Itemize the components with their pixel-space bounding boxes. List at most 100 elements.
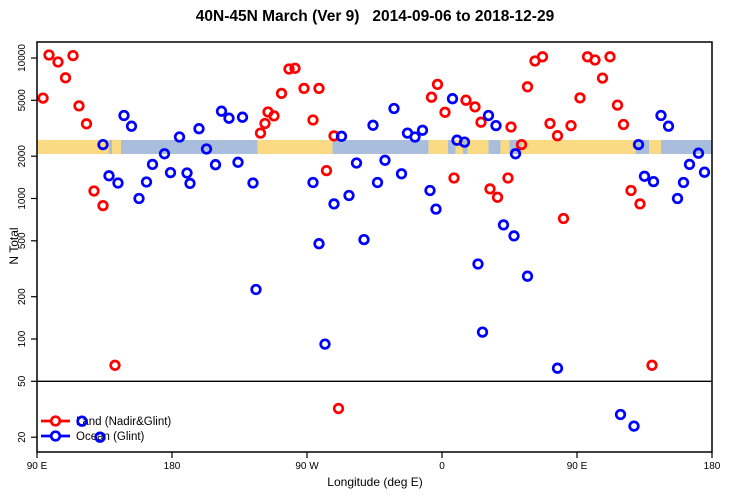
data-point-ocean [112, 177, 124, 189]
y-tick-label: 10000 [17, 44, 28, 72]
data-point-ocean [358, 233, 370, 246]
data-point-land [97, 199, 109, 212]
data-point-ocean [247, 177, 259, 189]
data-point-ocean [638, 170, 651, 182]
data-point-ocean [146, 158, 159, 171]
data-point-land [59, 72, 72, 84]
data-point-land [551, 130, 564, 142]
data-point-land [268, 110, 280, 122]
data-point-ocean [328, 198, 340, 210]
data-point-ocean [236, 111, 249, 123]
legend-label: Ocean (Glint) [76, 431, 145, 443]
data-point-ocean [430, 203, 442, 215]
y-tick-label: 2000 [17, 145, 28, 168]
data-point-ocean [209, 159, 222, 171]
data-point-ocean [232, 156, 244, 168]
data-point-land [320, 164, 333, 177]
data-point-ocean [215, 105, 228, 117]
data-point-ocean [409, 131, 421, 143]
data-point-ocean [350, 157, 363, 169]
data-point-ocean [313, 238, 325, 250]
data-point-ocean [76, 415, 88, 427]
data-point-land [475, 116, 487, 128]
data-point-land [617, 118, 630, 131]
data-point-land [109, 359, 121, 371]
data-point-land [425, 91, 438, 103]
data-point-ocean [103, 170, 115, 182]
data-point-ocean [193, 123, 205, 135]
data-point-ocean [307, 176, 319, 189]
data-point-ocean [181, 167, 193, 179]
data-point-ocean [250, 283, 262, 296]
data-point-land [298, 82, 310, 95]
data-point-land [460, 94, 472, 106]
data-point-ocean [551, 362, 564, 374]
y-tick-label: 1000 [17, 187, 28, 210]
data-point-land [283, 63, 295, 75]
data-point-land [67, 49, 79, 62]
map-strip-land-segment [455, 139, 463, 154]
data-point-land [574, 92, 586, 104]
legend-marker [49, 430, 62, 442]
y-tick-label: 20 [17, 431, 28, 443]
data-point-land [491, 191, 504, 203]
data-point-ocean [416, 124, 429, 136]
data-point-land [259, 117, 271, 130]
data-point-ocean [671, 192, 684, 205]
data-point-land [332, 402, 345, 415]
legend-label: Land (Nadir&Glint) [76, 416, 171, 428]
y-tick-label: 50 [17, 375, 28, 387]
data-point-land [557, 212, 570, 225]
data-point-ocean [508, 230, 520, 242]
data-point-ocean [614, 408, 627, 421]
data-point-ocean [497, 219, 510, 231]
data-point-ocean [446, 93, 459, 105]
data-point-land [289, 62, 301, 74]
x-tick-label: 90 W [295, 461, 319, 472]
chart-title: 40N-45N March (Ver 9) 2014-09-06 to 2018… [195, 8, 555, 25]
data-point-ocean [698, 166, 711, 178]
data-point-ocean [133, 192, 145, 205]
data-point-ocean [647, 175, 660, 188]
data-point-ocean [379, 154, 391, 166]
data-point-land [80, 118, 93, 130]
x-tick-label: 180 [704, 461, 721, 472]
data-point-ocean [424, 184, 436, 197]
data-point-ocean [472, 258, 484, 270]
legend-marker [49, 415, 62, 427]
data-point-land [73, 100, 85, 112]
data-point-land [448, 172, 460, 184]
data-point-land [536, 51, 549, 63]
data-point-ocean [335, 130, 348, 142]
data-point-land [484, 183, 496, 195]
data-point-land [469, 101, 481, 113]
map-strip-land-segment [37, 139, 109, 154]
x-tick-label: 90 E [567, 461, 588, 472]
map-strip-land-segment [112, 139, 121, 154]
data-point-land [431, 78, 444, 91]
data-point-land [634, 198, 646, 210]
data-point-land [43, 49, 55, 61]
map-strip-land-segment [649, 139, 661, 154]
data-point-ocean [388, 102, 400, 115]
data-point-ocean [662, 120, 675, 132]
data-point-ocean [490, 119, 502, 132]
data-point-ocean [164, 166, 177, 179]
data-point-ocean [173, 131, 186, 143]
map-strip-land-segment [467, 139, 489, 154]
plot-frame [36, 41, 713, 453]
y-tick-label: 500 [17, 232, 28, 249]
data-point-land [502, 172, 514, 184]
data-point-ocean [343, 189, 355, 202]
map-strip-land-segment [500, 139, 510, 154]
data-point-ocean [118, 109, 130, 122]
data-point-ocean [628, 420, 640, 432]
data-point-ocean [521, 270, 534, 282]
x-tick-label: 180 [164, 461, 181, 472]
x-tick-label: 90 E [27, 461, 48, 472]
data-point-ocean [371, 176, 384, 189]
data-point-land [52, 56, 64, 68]
data-point-ocean [223, 112, 235, 124]
